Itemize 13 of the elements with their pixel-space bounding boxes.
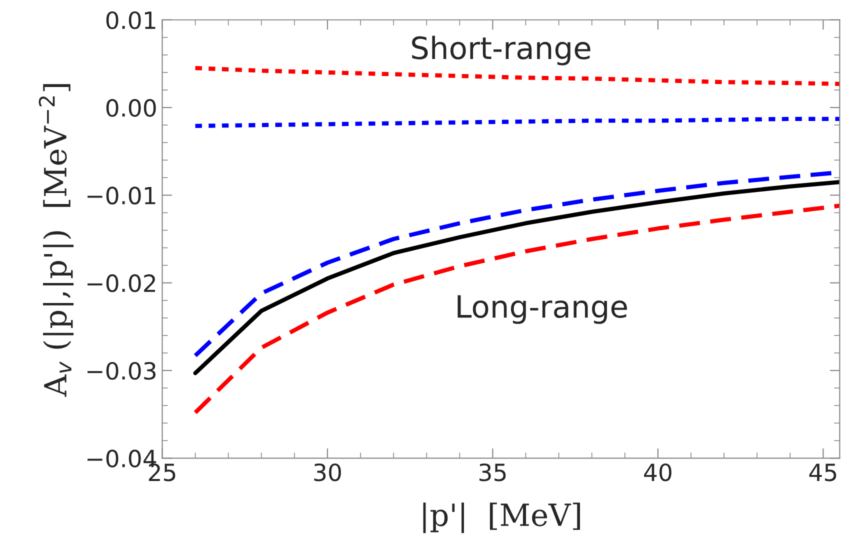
y-axis-title: A$_{v}$ (|p|,|p'|) [MeV$^{−2}$]	[38, 84, 74, 397]
annotation: Long-range	[458, 295, 627, 324]
x-tick-label: 30	[314, 463, 341, 482]
x-axis-title: |p'| [MeV]	[423, 502, 580, 534]
y-tick-label: 0.00	[106, 98, 156, 117]
annotation: Short-range	[412, 36, 590, 66]
y-tick-label: 0.01	[106, 11, 156, 30]
y-tick-label: −0.01	[88, 186, 156, 204]
x-tick-label: 45	[809, 464, 836, 482]
x-tick-label: 40	[644, 463, 672, 482]
y-tick-label: −0.02	[88, 274, 156, 292]
y-tick-label: −0.03	[88, 362, 156, 380]
x-tick-label: 35	[479, 463, 506, 482]
